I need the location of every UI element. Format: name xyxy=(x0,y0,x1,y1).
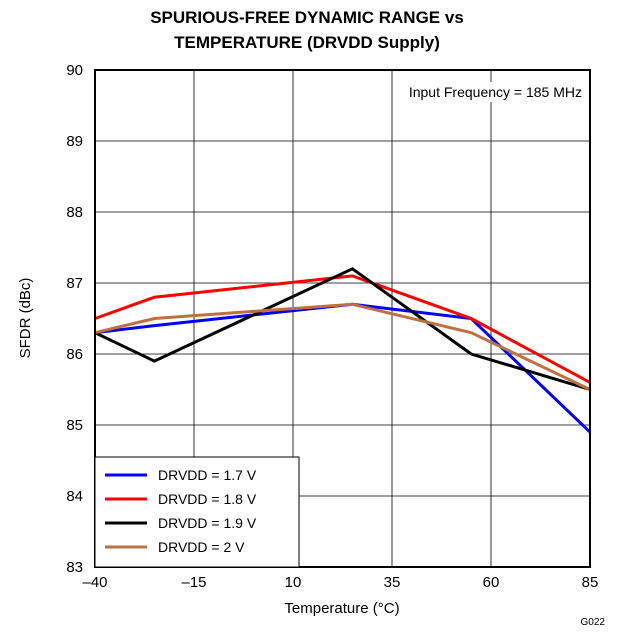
y-tick-label: 85 xyxy=(66,417,83,434)
y-tick-label: 87 xyxy=(66,275,83,292)
series-line-4 xyxy=(94,302,591,391)
series-lines xyxy=(94,267,592,434)
y-tick-label: 84 xyxy=(66,488,83,505)
annotation-input-frequency: Input Frequency = 185 MHz xyxy=(409,84,582,100)
legend-label: DRVDD = 1.7 V xyxy=(158,467,257,483)
y-tick-labels: 83 84 85 86 87 88 89 90 xyxy=(66,62,83,576)
plot-frame xyxy=(94,69,591,568)
legend-label: DRVDD = 2 V xyxy=(158,539,245,555)
x-tick-label: 10 xyxy=(285,574,302,591)
legend-label: DRVDD = 1.8 V xyxy=(158,491,257,507)
y-tick-label: 89 xyxy=(66,133,83,150)
x-tick-label: –40 xyxy=(82,574,107,591)
series-line-3 xyxy=(94,267,591,391)
legend: DRVDD = 1.7 V DRVDD = 1.8 V DRVDD = 1.9 V D… xyxy=(94,456,300,568)
x-tick-label: 85 xyxy=(582,574,599,591)
legend-label: DRVDD = 1.9 V xyxy=(158,515,257,531)
x-tick-label: 60 xyxy=(483,574,500,591)
series-line-2 xyxy=(94,274,591,384)
legend-box xyxy=(94,456,300,568)
figure-code: G022 xyxy=(581,617,606,628)
y-tick-label: 83 xyxy=(66,559,83,576)
annotation-background xyxy=(404,82,586,102)
y-tick-label: 90 xyxy=(66,62,83,79)
chart-title-line1: SPURIOUS-FREE DYNAMIC RANGE vs xyxy=(150,8,464,27)
x-tick-labels: –40 –15 10 35 60 85 xyxy=(82,574,598,591)
y-tick-label: 86 xyxy=(66,346,83,363)
x-axis-label: Temperature (°C) xyxy=(284,600,399,617)
y-axis-label: SFDR (dBc) xyxy=(17,278,34,359)
chart-title-line2: TEMPERATURE (DRVDD Supply) xyxy=(174,33,440,52)
y-tick-label: 88 xyxy=(66,204,83,221)
x-tick-label: 35 xyxy=(384,574,401,591)
x-tick-label: –15 xyxy=(181,574,206,591)
